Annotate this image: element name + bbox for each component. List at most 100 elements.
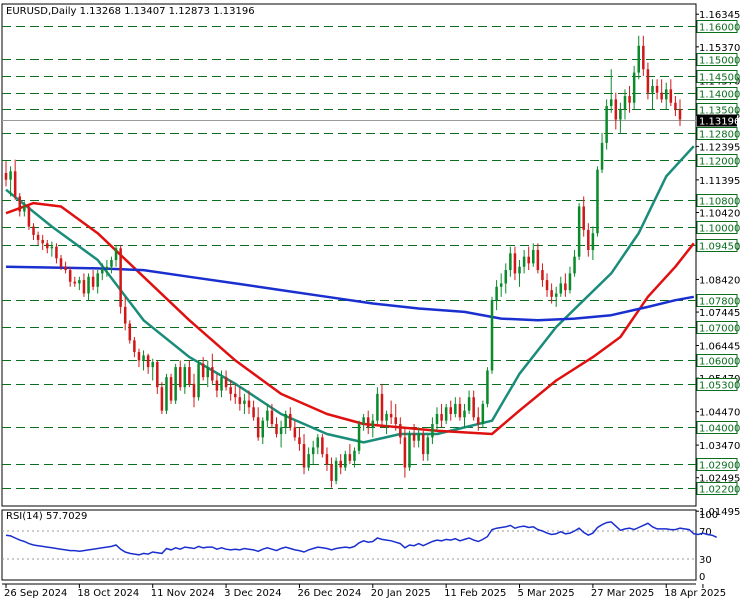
candle-body-bear (339, 460, 342, 468)
candle-body-bull (486, 370, 489, 404)
candle-body-bull (105, 266, 109, 269)
candle-body-bear (188, 367, 191, 384)
candle-body-bull (554, 293, 558, 297)
candle-body-bear (536, 249, 540, 271)
candle-body-bull (183, 367, 187, 388)
candle-body-bull (284, 413, 287, 428)
moving-average-line (5, 265, 695, 322)
candle-body-bear (614, 99, 618, 120)
rsi-line (5, 521, 718, 556)
key-level-label-box (696, 70, 738, 83)
candle-body-bear (321, 437, 324, 455)
candle-body-bull (376, 393, 379, 421)
key-level-label: 1.12800 (699, 130, 740, 141)
candle-body-bear (36, 234, 40, 240)
key-level-label-box (696, 458, 738, 471)
candle-body-bear (55, 246, 58, 259)
candle-body-bull (9, 171, 12, 180)
candle-body-bear (82, 280, 86, 294)
key-level-label: 1.16000 (699, 23, 740, 34)
rsi-y-tick-label: 30 (699, 555, 712, 566)
candle-body-bear (270, 410, 274, 425)
rsi-y-tick-label: 0 (699, 572, 705, 583)
key-level-label: 1.07000 (699, 324, 740, 335)
key-level-label: 1.09450 (699, 242, 740, 253)
candle-body-bear (233, 393, 237, 398)
key-level-label-box (696, 378, 738, 391)
candle-body-bear (541, 270, 544, 281)
candle-body-bear (178, 367, 182, 388)
candle-body-bull (504, 270, 508, 284)
current-price-label: 1.13196 (699, 117, 740, 128)
candle-body-bear (18, 196, 22, 212)
candle-body-bull (174, 367, 177, 401)
candle-body-bull (87, 276, 90, 294)
key-level-label: 1.02900 (699, 461, 740, 472)
key-level-label: 1.14500 (699, 73, 740, 84)
key-level-label: 1.02200 (699, 485, 740, 496)
candle-body-bear (399, 424, 402, 438)
candle-body-bear (133, 340, 136, 353)
candle-body-bear (128, 323, 132, 341)
candle-body-bear (380, 393, 384, 421)
candle-body-bull (651, 85, 654, 93)
candle-body-bull (197, 363, 200, 398)
y-tick-label: 1.10420 (699, 208, 740, 219)
candle-body-bear (646, 69, 650, 93)
candle-body-bull (619, 109, 622, 120)
x-tick-label: 11 Feb 2025 (444, 588, 506, 599)
key-level-label-box (696, 221, 738, 234)
candle-body-bear (440, 413, 443, 421)
candle-body-bear (669, 89, 673, 103)
candle-body-bear (91, 276, 95, 287)
candle-body-bull (600, 142, 604, 170)
rsi-y-tick-label: 100 (699, 510, 718, 521)
x-tick-label: 11 Nov 2024 (151, 588, 215, 599)
candle-body-bear (302, 444, 306, 468)
candle-body-bear (449, 407, 453, 414)
candle-body-bear (41, 239, 44, 244)
y-tick-label: 1.07445 (699, 308, 740, 319)
y-tick-label: 1.11395 (699, 176, 740, 187)
candle-body-bull (499, 283, 503, 287)
candle-body-bear (224, 377, 228, 388)
candle-body-bull (96, 273, 99, 287)
candle-body-bull (50, 246, 54, 249)
candle-body-bear (330, 464, 333, 481)
x-tick-label: 27 Mar 2025 (591, 588, 654, 599)
candle-body-bull (573, 256, 576, 274)
y-tick-label: 1.12395 (699, 142, 740, 153)
candle-body-bear (564, 283, 567, 291)
key-level-label-box (696, 239, 738, 252)
key-level-label: 1.10800 (699, 197, 740, 208)
x-tick-label: 3 Dec 2024 (224, 588, 282, 599)
key-level-label-box (696, 354, 738, 367)
candle-body-bear (201, 363, 205, 378)
key-level-label-box (696, 53, 738, 66)
x-tick-label: 20 Jan 2025 (371, 588, 431, 599)
candle-body-bear (46, 243, 49, 249)
rsi-frame (1, 509, 697, 581)
candle-body-bull (490, 300, 494, 371)
candle-body-bull (417, 434, 420, 441)
candle-body-bull (591, 233, 595, 250)
candle-body-bear (4, 173, 8, 180)
candle-body-bear (298, 437, 301, 445)
candle-body-bear (472, 397, 475, 418)
candle-body-bear (13, 171, 17, 197)
y-tick-label: 1.16345 (699, 10, 740, 21)
candle-body-bull (357, 424, 361, 451)
candle-body-bear (247, 400, 251, 408)
candle-body-bear (458, 403, 462, 418)
key-level-label-box (696, 294, 738, 307)
y-tick-label: 1.03470 (699, 441, 740, 452)
candle-body-bear (289, 413, 292, 428)
candle-body-bull (220, 377, 223, 391)
candle-body-bull (78, 280, 81, 284)
candle-body-bull (114, 248, 118, 261)
candle-body-bull (435, 413, 439, 425)
candle-body-bear (215, 380, 219, 391)
candle-body-bear (366, 417, 370, 428)
candle-body-bear (229, 387, 232, 394)
